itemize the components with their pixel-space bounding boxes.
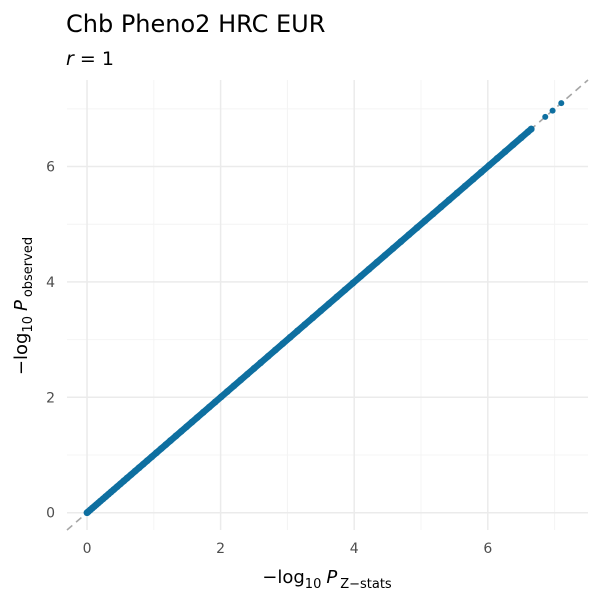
x-axis-title-subscript: Z−stats xyxy=(340,577,392,592)
y-axis-title: −log10 Pobserved xyxy=(11,237,36,375)
data-point xyxy=(205,403,213,411)
data-point xyxy=(501,148,509,155)
x-axis-title-base: 10 xyxy=(305,577,322,592)
y-axis-ticks: 0 2 4 6 xyxy=(46,160,55,522)
subtitle-operator: = xyxy=(74,48,102,70)
data-point xyxy=(493,155,501,162)
data-point xyxy=(453,189,461,197)
subtitle-value: 1 xyxy=(102,48,114,70)
data-point xyxy=(389,245,397,252)
data-point xyxy=(325,300,333,308)
y-tick-label: 0 xyxy=(46,506,55,522)
data-point xyxy=(405,231,413,239)
data-point xyxy=(509,141,517,149)
data-point xyxy=(264,352,272,360)
data-point xyxy=(365,265,373,273)
data-point xyxy=(421,217,429,225)
data-point xyxy=(469,175,477,183)
x-tick-label: 4 xyxy=(350,541,359,557)
data-point xyxy=(153,449,160,457)
data-point xyxy=(237,376,245,384)
data-point-tail xyxy=(558,100,565,107)
data-point xyxy=(527,125,535,133)
data-point xyxy=(437,203,445,211)
data-point xyxy=(279,340,287,348)
data-point xyxy=(157,445,165,453)
data-point xyxy=(193,414,201,421)
data-point xyxy=(429,210,437,218)
x-axis-ticks: 0 2 4 6 xyxy=(83,541,493,557)
data-point xyxy=(301,321,309,329)
data-point xyxy=(461,182,469,190)
x-axis-title-symbol: P xyxy=(326,567,337,588)
plot-panel xyxy=(66,79,589,531)
data-points xyxy=(83,100,565,517)
data-point xyxy=(517,134,525,142)
x-axis-title-prefix: −log xyxy=(262,567,305,588)
data-point xyxy=(250,365,258,372)
data-point xyxy=(223,388,231,395)
y-axis-title-base: 10 xyxy=(21,316,36,333)
data-point xyxy=(183,423,190,431)
y-axis-title-symbol: P xyxy=(11,300,32,311)
x-tick-label: 0 xyxy=(83,541,92,557)
data-point xyxy=(397,238,405,245)
y-tick-label: 2 xyxy=(46,390,55,406)
data-point xyxy=(477,168,485,176)
data-point xyxy=(341,286,349,294)
data-point xyxy=(317,307,325,315)
data-point-tail xyxy=(549,107,556,114)
data-point-tail xyxy=(542,113,549,120)
y-tick-label: 6 xyxy=(46,160,55,176)
chart-subtitle: r = 1 xyxy=(66,48,114,70)
data-point xyxy=(333,293,341,301)
data-point xyxy=(286,333,294,341)
chart-title: Chb Pheno2 HRC EUR xyxy=(66,10,325,38)
data-point xyxy=(162,441,170,449)
data-point xyxy=(381,251,389,259)
data-point xyxy=(199,408,207,416)
data-point xyxy=(188,418,196,426)
y-axis-title-subscript: observed xyxy=(21,237,36,297)
data-point xyxy=(167,437,174,444)
data-point xyxy=(257,359,265,367)
data-point xyxy=(413,224,421,232)
x-tick-label: 2 xyxy=(216,541,225,557)
data-point xyxy=(177,427,185,435)
data-point xyxy=(373,258,381,266)
subtitle-variable: r xyxy=(66,48,75,70)
data-point xyxy=(217,393,225,401)
data-point xyxy=(211,398,219,406)
data-point xyxy=(309,314,317,322)
data-point xyxy=(294,327,301,335)
data-point xyxy=(143,457,151,465)
x-axis-title: −log10 P Z−stats xyxy=(262,567,392,592)
data-point xyxy=(485,161,493,169)
grid-lines xyxy=(67,80,588,530)
data-point xyxy=(445,196,453,204)
data-point xyxy=(172,432,180,440)
data-point xyxy=(357,272,365,280)
y-tick-label: 4 xyxy=(46,275,55,291)
data-point xyxy=(272,346,279,354)
data-point xyxy=(230,382,238,390)
data-point xyxy=(243,370,251,378)
data-point xyxy=(148,453,156,461)
x-tick-label: 6 xyxy=(483,541,492,557)
data-point xyxy=(349,279,357,287)
y-axis-title-prefix: −log xyxy=(11,333,32,376)
